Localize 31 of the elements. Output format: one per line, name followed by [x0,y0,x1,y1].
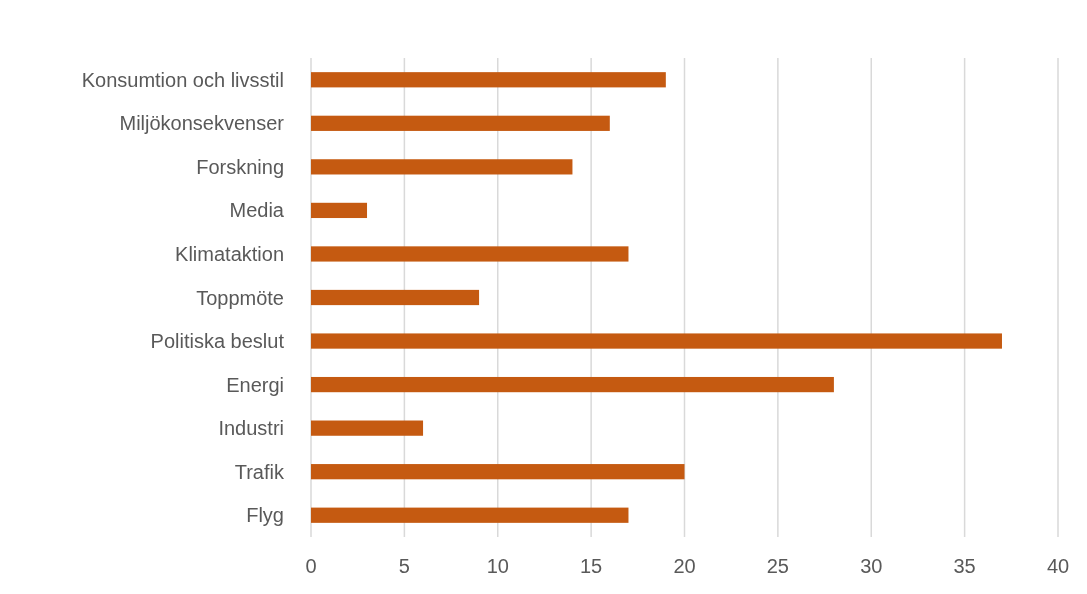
x-tick-label: 40 [1046,555,1070,577]
bar [311,420,424,436]
y-tick-label: Industri [218,417,284,440]
bar [311,115,610,131]
x-tick-label: 35 [953,555,976,577]
x-tick-label: 30 [860,555,883,577]
y-tick-label: Klimataktion [175,242,284,265]
y-tick-label: Konsumtion och livsstil [81,68,284,91]
y-tick-label: Forskning [196,155,284,178]
x-tick-label: 10 [486,555,509,577]
x-tick-label: 0 [305,555,317,577]
y-tick-label: Toppmöte [196,286,284,309]
y-tick-label: Miljökonsekvenser [119,112,285,135]
y-tick-label: Flyg [246,504,284,527]
bar [311,289,480,306]
x-tick-label: 25 [766,555,789,577]
bar [311,159,573,175]
y-tick-label: Politiska beslut [150,330,285,353]
bar [311,464,685,480]
y-tick-label: Trafik [234,460,285,483]
y-tick-label: Energi [226,373,284,396]
bar [311,246,629,262]
x-tick-label: 15 [580,555,603,577]
x-tick-label: 5 [398,555,410,577]
x-tick-label: 20 [673,555,696,577]
y-tick-label: Media [229,199,285,222]
bar [311,72,666,88]
bar [311,202,368,219]
bar [311,507,629,523]
bar [311,333,1002,349]
bar [311,376,834,393]
